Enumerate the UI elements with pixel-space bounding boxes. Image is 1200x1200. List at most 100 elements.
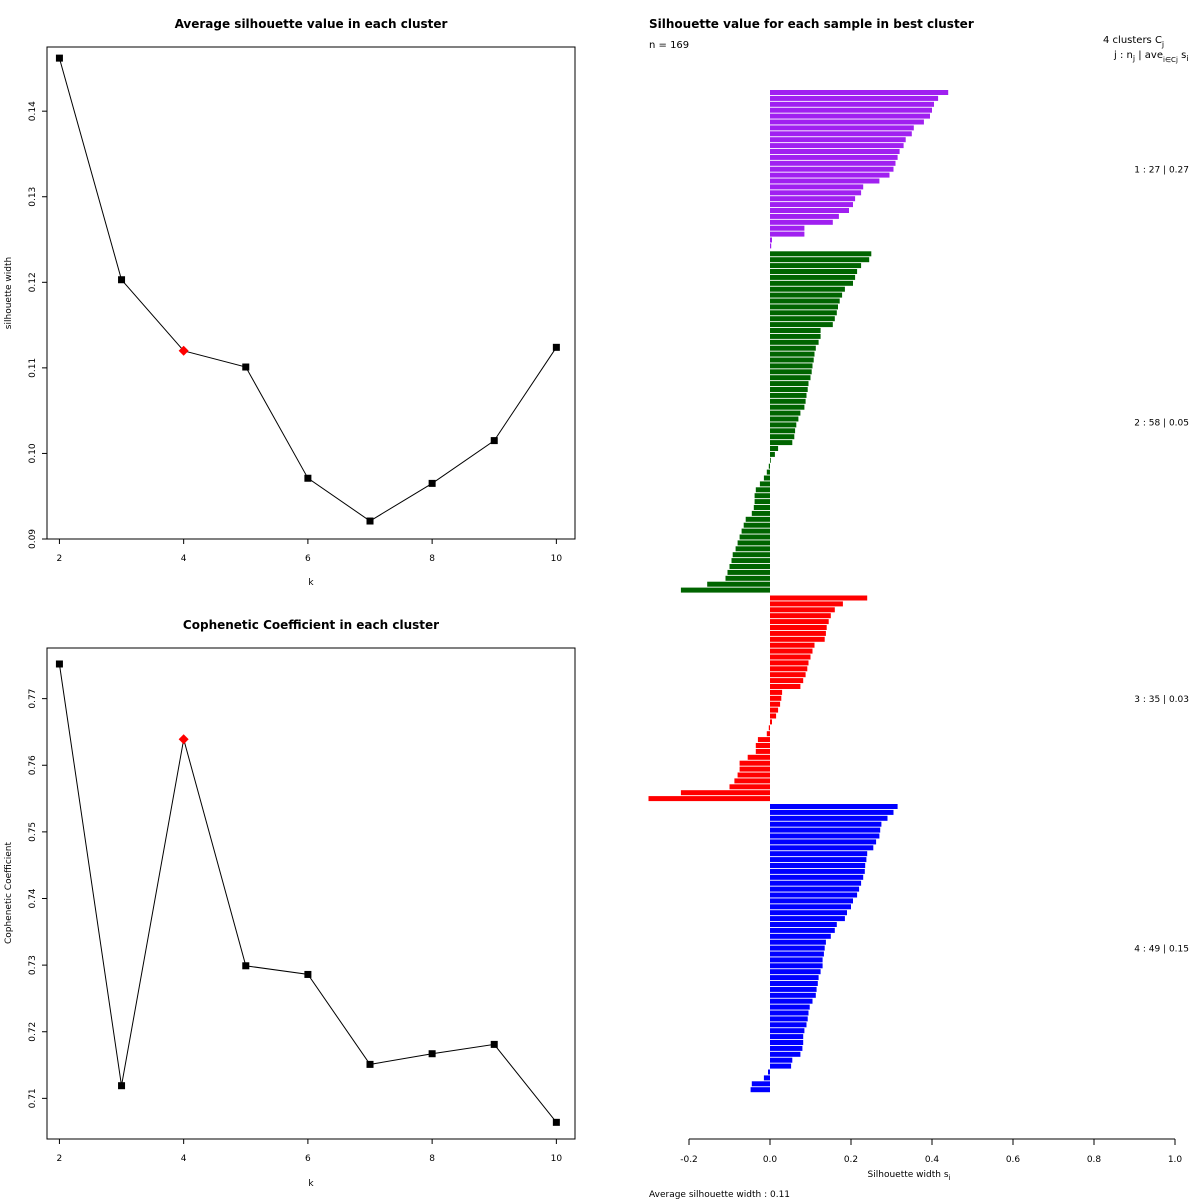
silhouette-bar — [770, 304, 838, 310]
data-point — [304, 970, 312, 978]
x-tick-label: 6 — [305, 554, 311, 564]
silhouette-bar — [770, 172, 890, 178]
silhouette-bar — [770, 613, 831, 619]
y-tick-label: 0.77 — [28, 689, 38, 709]
silhouette-bar — [770, 666, 808, 672]
silhouette-bar — [770, 636, 825, 642]
silhouette-bar — [751, 510, 770, 516]
silhouette-bar — [770, 1004, 810, 1010]
sample-count-label: n = 169 — [649, 40, 689, 51]
silhouette-bar — [770, 833, 880, 839]
silhouette-bar — [770, 119, 924, 125]
silhouette-bar — [770, 154, 898, 160]
silhouette-bar — [770, 196, 856, 202]
data-point — [490, 437, 498, 445]
silhouette-bar — [770, 446, 779, 451]
silhouette-bar — [770, 1010, 809, 1016]
data-point — [242, 363, 250, 371]
y-axis: 0.09 0.10 0.11 0.12 0.13 0.14 — [28, 101, 47, 549]
silhouette-bar — [770, 263, 862, 269]
cophenetic-line-chart: Cophenetic Coefficient in each cluster k… — [4, 618, 576, 1189]
silhouette-bar — [770, 345, 816, 351]
y-tick-label: 0.14 — [28, 101, 38, 121]
silhouette-bar — [770, 322, 833, 328]
silhouette-bar — [770, 845, 874, 851]
x-tick-label: 4 — [181, 1154, 187, 1164]
silhouette-bar — [770, 149, 900, 154]
silhouette-bar — [737, 540, 770, 546]
silhouette-bar — [770, 957, 823, 963]
cluster-labels: 1 : 27 | 0.27 2 : 58 | 0.05 3 : 35 | 0.03 4… — [1134, 166, 1189, 955]
silhouette-bar — [759, 481, 770, 487]
y-tick-label: 0.76 — [28, 755, 38, 775]
silhouette-bar — [680, 587, 770, 593]
silhouette-bar — [770, 251, 872, 257]
y-tick-label: 0.13 — [28, 187, 38, 207]
silhouette-bar — [770, 839, 877, 845]
y-tick-label: 0.73 — [28, 955, 38, 975]
silhouette-bar — [770, 225, 805, 231]
silhouette-bar — [766, 731, 770, 737]
silhouette-bar — [770, 398, 806, 404]
silhouette-bar — [751, 1081, 770, 1087]
silhouette-bar — [770, 95, 939, 101]
silhouette-bar — [770, 292, 843, 298]
silhouette-bar — [770, 178, 880, 184]
silhouette-bar — [770, 992, 816, 998]
silhouette-bar — [770, 601, 843, 607]
silhouette-bar — [770, 886, 860, 892]
silhouette-bar — [770, 231, 805, 237]
silhouette-bar — [770, 404, 805, 410]
silhouette-bar — [770, 375, 811, 381]
silhouette-bar — [770, 451, 775, 457]
x-axis: 2 4 6 8 10 — [57, 539, 563, 564]
silhouette-bar — [770, 678, 804, 684]
y-tick-label: 0.75 — [28, 822, 38, 842]
silhouette-bar — [770, 648, 813, 654]
silhouette-bar — [770, 804, 898, 809]
x-tick-label: 10 — [551, 554, 563, 564]
plot-frame — [46, 46, 576, 540]
silhouette-bar — [770, 981, 818, 986]
highlight-point — [178, 345, 189, 356]
silhouette-bar — [770, 719, 772, 725]
silhouette-bar — [745, 516, 770, 522]
y-tick-label: 0.10 — [28, 443, 38, 463]
silhouette-bar — [770, 880, 862, 886]
x-tick-label: 6 — [305, 1154, 311, 1164]
silhouette-bar — [755, 748, 770, 754]
silhouette-bar — [770, 280, 853, 286]
silhouette-bar — [770, 672, 806, 678]
silhouette-bar — [770, 363, 813, 369]
y-tick-label: 0.72 — [28, 1022, 38, 1042]
silhouette-bar — [770, 1040, 804, 1045]
silhouette-bar — [770, 125, 914, 131]
cluster-label: 4 : 49 | 0.15 — [1134, 945, 1189, 955]
data-point — [55, 660, 63, 668]
silhouette-bar — [770, 316, 835, 322]
silhouette-bar — [725, 575, 770, 581]
cluster-label: 1 : 27 | 0.27 — [1134, 166, 1189, 176]
silhouette-bar — [770, 874, 864, 880]
silhouette-bar — [734, 778, 770, 784]
silhouette-bar — [770, 339, 819, 345]
silhouette-bar — [770, 113, 930, 119]
silhouette-bar — [770, 654, 811, 660]
silhouette-bar — [770, 607, 835, 613]
silhouette-bar — [770, 927, 835, 933]
data-point — [304, 474, 312, 482]
silhouette-bar — [770, 630, 826, 636]
silhouette-bar — [770, 933, 831, 939]
highlight-point — [178, 734, 189, 745]
x-axis-label: Silhouette width si — [868, 1170, 951, 1182]
silhouette-bar — [763, 475, 770, 481]
data-point — [55, 54, 63, 62]
silhouette-bar — [770, 202, 853, 208]
x-tick-label: -0.2 — [680, 1155, 698, 1165]
x-axis-label: k — [308, 1179, 314, 1189]
silhouette-bar — [729, 784, 770, 790]
cluster-label: 2 : 58 | 0.05 — [1134, 418, 1189, 428]
silhouette-bar — [770, 107, 932, 113]
y-tick-label: 0.12 — [28, 272, 38, 292]
silhouette-bar — [770, 440, 793, 446]
